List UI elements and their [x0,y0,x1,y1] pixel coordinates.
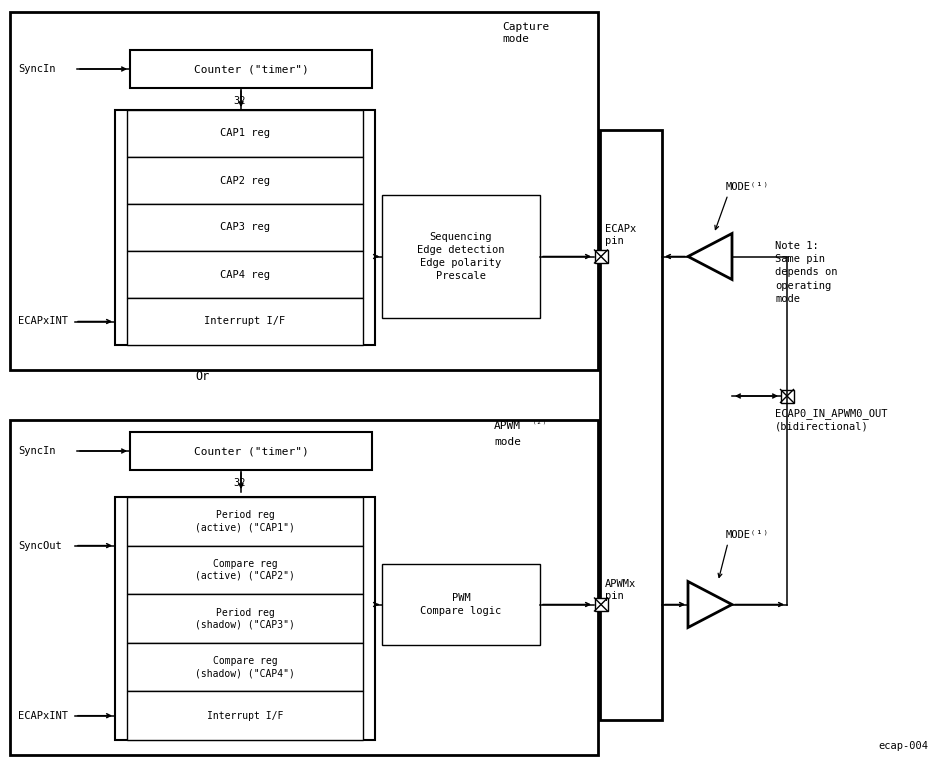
Text: APWMx
pin: APWMx pin [605,579,637,601]
Text: Sequencing
Edge detection
Edge polarity
Prescale: Sequencing Edge detection Edge polarity … [417,232,505,281]
Bar [130,50,372,88]
Text: ECAPx
pin: ECAPx pin [605,224,637,246]
Text: CAP3 reg: CAP3 reg [220,223,270,233]
Bar [10,420,598,755]
Bar [127,692,363,740]
Bar [127,157,363,204]
Bar [127,643,363,692]
Text: CAP1 reg: CAP1 reg [220,129,270,139]
Text: CAP2 reg: CAP2 reg [220,176,270,186]
Text: Counter ("timer"): Counter ("timer") [193,64,308,74]
Text: ECAPxINT: ECAPxINT [18,317,68,326]
Polygon shape [688,581,732,628]
Bar [115,497,375,740]
Bar [600,130,662,720]
Text: Interrupt I/F: Interrupt I/F [207,711,284,721]
Text: MODE⁽¹⁾: MODE⁽¹⁾ [726,530,770,540]
Text: APWM: APWM [494,421,521,431]
Text: PWM
Compare logic: PWM Compare logic [421,593,501,616]
Text: Compare reg
(shadow) ("CAP4"): Compare reg (shadow) ("CAP4") [195,656,295,678]
Text: 32: 32 [233,478,245,488]
Text: Period reg
(shadow) ("CAP3"): Period reg (shadow) ("CAP3") [195,608,295,629]
Bar [127,546,363,594]
Text: SyncOut: SyncOut [18,540,62,550]
Text: Capture
mode: Capture mode [502,22,549,45]
Bar [127,594,363,643]
Bar [127,110,363,157]
Text: mode: mode [494,437,521,447]
Text: MODE⁽¹⁾: MODE⁽¹⁾ [726,181,770,191]
Text: ECAP0_IN_APWM0_OUT
(bidirectional): ECAP0_IN_APWM0_OUT (bidirectional) [775,408,887,431]
Text: Counter ("timer"): Counter ("timer") [193,446,308,456]
Bar [594,250,608,263]
Text: ECAPxINT: ECAPxINT [18,711,68,721]
Bar [127,204,363,251]
Text: 32: 32 [233,96,245,106]
Text: Compare reg
(active) ("CAP2"): Compare reg (active) ("CAP2") [195,559,295,581]
Text: Interrupt I/F: Interrupt I/F [205,317,285,326]
Bar [115,110,375,345]
Bar [594,598,608,611]
Bar [780,389,793,402]
Bar [382,564,540,645]
Bar [127,298,363,345]
Polygon shape [688,234,732,280]
Text: Period reg
(active) ("CAP1"): Period reg (active) ("CAP1") [195,510,295,532]
Bar [130,432,372,470]
Text: Or: Or [195,369,209,382]
Text: CAP4 reg: CAP4 reg [220,270,270,280]
Text: SyncIn: SyncIn [18,64,55,74]
Text: SyncIn: SyncIn [18,446,55,456]
Text: Note 1:
Same pin
depends on
operating
mode: Note 1: Same pin depends on operating mo… [775,241,838,304]
Text: ⁽²⁾: ⁽²⁾ [532,419,548,428]
Bar [127,497,363,546]
Text: ecap-004: ecap-004 [878,741,928,751]
Bar [382,195,540,318]
Bar [10,12,598,370]
Bar [127,251,363,298]
